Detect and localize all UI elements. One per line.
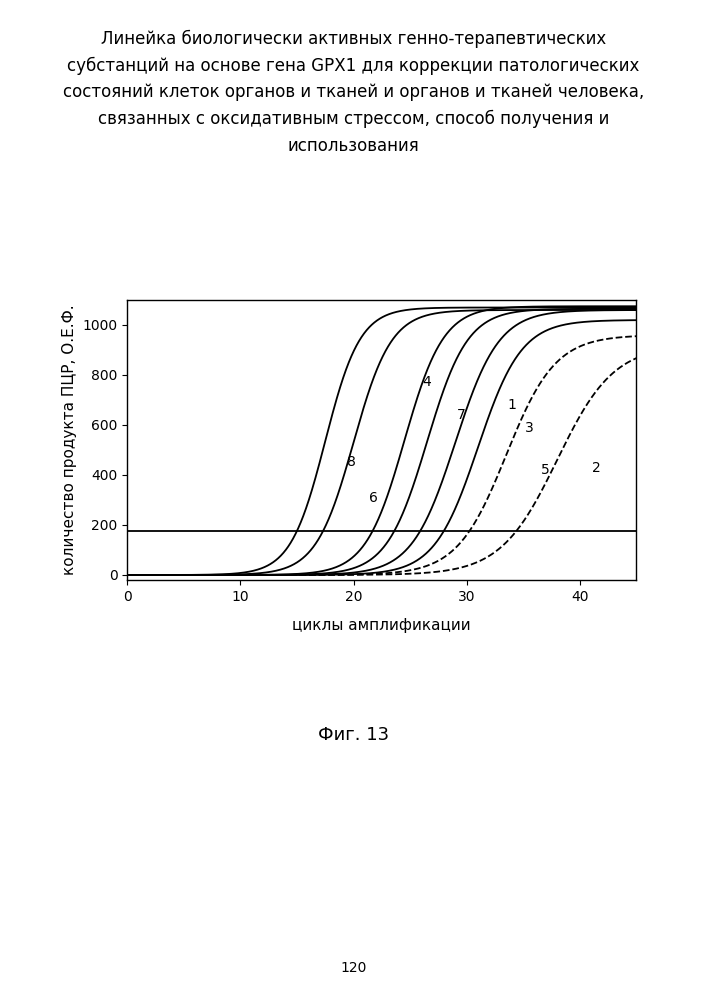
Text: 7: 7 <box>457 408 465 422</box>
Text: Линейка биологически активных генно-терапевтических
субстанций на основе гена GP: Линейка биологически активных генно-тера… <box>63 30 644 155</box>
Text: 2: 2 <box>592 460 601 475</box>
Text: 1: 1 <box>508 398 516 412</box>
Text: 120: 120 <box>340 961 367 975</box>
Text: 8: 8 <box>347 456 356 470</box>
Text: 5: 5 <box>542 463 550 477</box>
Y-axis label: количество продукта ПЦР, О.Е.Ф.: количество продукта ПЦР, О.Е.Ф. <box>62 305 77 575</box>
X-axis label: циклы амплификации: циклы амплификации <box>293 618 471 633</box>
Text: 6: 6 <box>370 490 378 504</box>
Text: 4: 4 <box>423 375 431 389</box>
Text: 3: 3 <box>525 420 533 434</box>
Text: Фиг. 13: Фиг. 13 <box>318 726 389 744</box>
